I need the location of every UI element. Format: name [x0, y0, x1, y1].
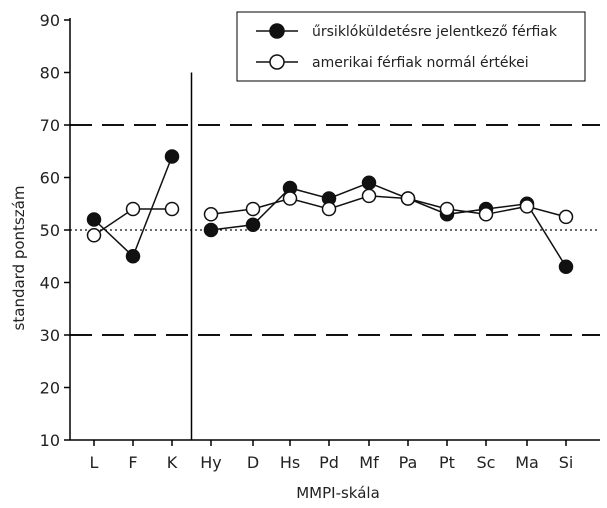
x-tick-label-Sc: Sc — [477, 453, 496, 472]
x-tick-label-Si: Si — [559, 453, 574, 472]
x-tick-label-F: F — [128, 453, 137, 472]
series-2-point-Ma — [519, 199, 535, 214]
y-tick-label-30: 30 — [40, 326, 60, 345]
y-axis-ticks: 10 20 30 40 50 60 70 80 90 — [40, 11, 70, 450]
legend-label-series-2: amerikai férfiak normál értékei — [312, 55, 529, 71]
y-tick-label-70: 70 — [40, 116, 60, 135]
legend-marker-series-1 — [269, 23, 285, 39]
series-layer — [86, 149, 574, 275]
y-tick-label-10: 10 — [40, 431, 60, 450]
series-1-point-Hy — [203, 222, 219, 238]
x-tick-label-Mf: Mf — [359, 453, 379, 472]
series-2-point-D — [245, 201, 261, 217]
x-tick-label-Hy: Hy — [200, 453, 222, 472]
series-2-line-segment-2 — [210, 195, 567, 218]
legend-label-series-1: űrsiklóküldetésre jelentkező férfiak — [312, 24, 558, 40]
x-tick-label-Ma: Ma — [515, 453, 539, 472]
y-tick-label-90: 90 — [40, 11, 60, 30]
axes — [69, 18, 600, 441]
y-axis-title: standard pontszám — [10, 186, 28, 331]
x-axis-ticks: L F K Hy D Hs Pd Mf Pa Pt Sc Ma Si — [90, 440, 574, 472]
series-2-point-Pd — [321, 201, 337, 217]
y-tick-label-20: 20 — [40, 379, 60, 398]
series-2-point-Pt — [439, 201, 455, 217]
x-tick-label-K: K — [167, 453, 178, 472]
series-2-point-Mf — [361, 188, 377, 204]
y-tick-label-40: 40 — [40, 274, 60, 293]
x-tick-label-Pd: Pd — [319, 453, 339, 472]
series-2-point-Pa — [400, 191, 416, 206]
series-2-point-K — [164, 201, 180, 217]
x-tick-label-D: D — [247, 453, 259, 472]
x-tick-label-Hs: Hs — [280, 453, 300, 472]
legend-marker-series-2 — [269, 54, 285, 70]
legend: űrsiklóküldetésre jelentkező férfiak ame… — [236, 11, 586, 82]
series-2-point-Sc — [478, 207, 494, 222]
legend-box — [236, 11, 586, 82]
series-1-point-D — [245, 217, 261, 233]
series-2-point-L — [86, 228, 102, 243]
y-tick-label-50: 50 — [40, 221, 60, 240]
x-axis-title: MMPI-skála — [296, 484, 380, 502]
reference-lines — [70, 124, 600, 336]
series-2-point-Hy — [203, 207, 219, 222]
series-2-point-Hs — [282, 191, 298, 206]
series-2-point-F — [125, 201, 141, 217]
x-tick-label-Pa: Pa — [399, 453, 418, 472]
series-1-line-segment-2 — [210, 181, 567, 268]
series-1-point-K — [164, 149, 180, 164]
series-1-point-Mf — [361, 175, 377, 191]
x-tick-label-L: L — [90, 453, 99, 472]
series-1-point-Si — [558, 259, 574, 275]
y-tick-label-60: 60 — [40, 169, 60, 188]
x-tick-label-Pt: Pt — [439, 453, 455, 472]
series-1-point-L — [86, 212, 102, 227]
y-tick-label-80: 80 — [40, 64, 60, 83]
series-2-point-Si — [558, 209, 574, 225]
series-1-point-F — [125, 249, 141, 264]
